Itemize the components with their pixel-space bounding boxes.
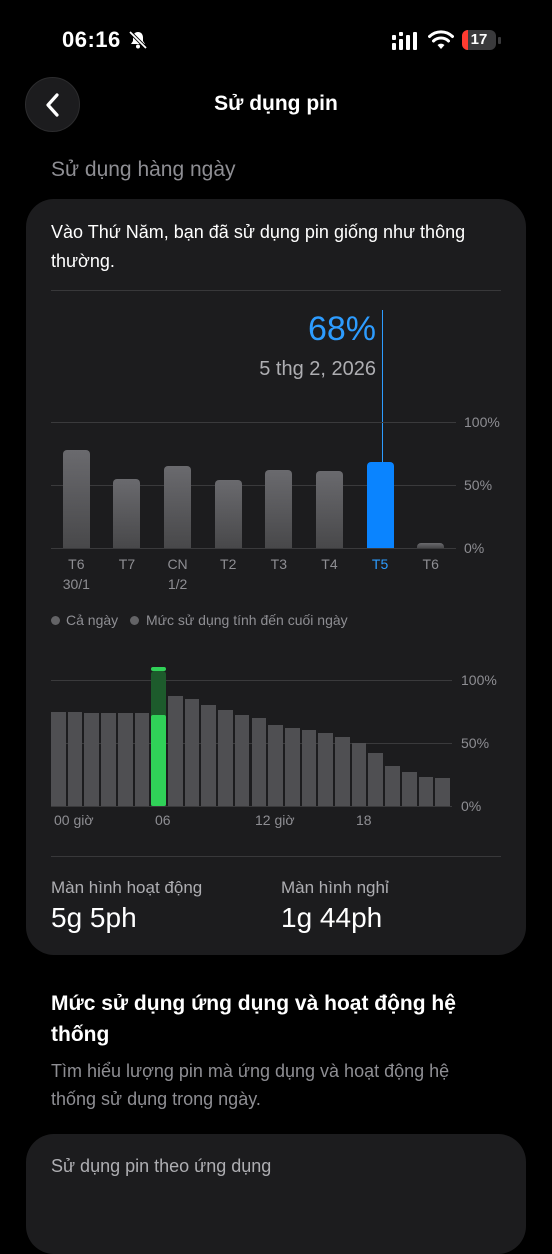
hour-bar[interactable] (201, 705, 217, 806)
selected-percent: 68% (307, 310, 376, 348)
gridline (51, 548, 456, 549)
hour-bar[interactable] (435, 778, 450, 806)
day-label: T5 (371, 556, 389, 572)
divider (51, 856, 501, 857)
x-tick-label: 18 (356, 812, 372, 828)
cellular-signal-icon (392, 32, 417, 50)
y-tick-label: 100% (461, 672, 497, 688)
hour-bar[interactable] (351, 743, 367, 806)
divider (51, 290, 501, 291)
screen-off-value: 1g 44ph (281, 902, 383, 933)
bar[interactable] (62, 449, 90, 548)
bar[interactable] (214, 479, 242, 548)
y-tick-label: 50% (461, 735, 490, 751)
hour-bar[interactable] (101, 712, 116, 806)
gridline (51, 680, 452, 681)
hour-bar[interactable] (51, 711, 66, 806)
gridline (51, 485, 456, 486)
page-title: Sử dụng pin (214, 92, 338, 115)
x-tick-label: 12 giờ (255, 812, 295, 828)
x-tick-label: 00 giờ (54, 812, 94, 828)
day-label: T6 30/1 (62, 556, 90, 592)
bar[interactable] (315, 471, 343, 548)
y-tick-label: 0% (464, 540, 485, 556)
hour-bar[interactable] (251, 717, 267, 806)
bar[interactable] (164, 466, 192, 548)
hour-bar[interactable] (84, 712, 100, 806)
selection-indicator-line (382, 310, 383, 462)
day-label: T2 (220, 556, 237, 572)
gridline (51, 806, 452, 807)
day-label: T6 (422, 556, 439, 572)
y-tick-label: 100% (464, 414, 500, 430)
bar[interactable] (113, 478, 141, 548)
legend-end-of-day: Mức sử dụng tính đến cuối ngày (146, 612, 348, 628)
app-usage-card-title: Sử dụng pin theo ứng dụng (51, 1156, 272, 1176)
bar[interactable] (417, 542, 445, 548)
usage-summary: Vào Thứ Năm, bạn đã sử dụng pin giống nh… (51, 222, 466, 271)
selected-date: 5 thg 2, 2026 (259, 358, 376, 380)
hour-bar-peak (151, 667, 166, 672)
hour-bar[interactable] (218, 710, 233, 806)
bar[interactable] (265, 469, 293, 548)
hour-bar[interactable] (234, 715, 250, 806)
screen-on-label: Màn hình hoạt động (51, 878, 203, 897)
daily-usage-section-label: Sử dụng hàng ngày (51, 158, 236, 181)
status-time: 06:16 (62, 27, 121, 52)
chevron-left-icon (45, 92, 59, 117)
hour-bar[interactable] (418, 777, 434, 806)
hour-bar[interactable] (401, 771, 417, 806)
day-label: CN 1/2 (167, 556, 188, 592)
screen-off-label: Màn hình nghỉ (281, 878, 389, 897)
hour-bar[interactable] (301, 730, 317, 806)
hour-bar[interactable] (67, 711, 83, 806)
app-usage-description: Tìm hiểu lượng pin mà ứng dụng và hoạt đ… (51, 1061, 450, 1109)
legend-all-day: Cả ngày (66, 612, 119, 628)
wifi-icon (428, 30, 454, 49)
y-tick-label: 50% (464, 477, 493, 493)
day-label: T7 (118, 556, 136, 572)
screen-on-value: 5g 5ph (51, 902, 137, 933)
bar-selected[interactable] (366, 462, 394, 548)
hour-bar[interactable] (335, 736, 350, 806)
back-button[interactable] (25, 77, 80, 132)
day-label: T4 (321, 556, 338, 572)
hour-bar[interactable] (184, 698, 200, 806)
battery-level: 17 (470, 31, 488, 48)
hour-bar[interactable] (318, 732, 334, 806)
day-label: T3 (270, 556, 287, 572)
hour-bar-selected[interactable] (151, 715, 166, 806)
app-usage-card[interactable] (26, 1134, 526, 1254)
app-usage-heading: Mức sử dụng ứng dụng và hoạt động hệ thố… (51, 992, 456, 1046)
legend-dot-all-day (51, 616, 60, 625)
silent-bell-icon (128, 30, 148, 50)
gridline (51, 422, 456, 423)
hour-bar[interactable] (268, 725, 283, 806)
y-tick-label: 0% (461, 798, 482, 814)
hour-bar[interactable] (134, 712, 150, 806)
daily-usage-card (26, 199, 526, 955)
battery-indicator: 17 (462, 30, 502, 52)
hour-bar[interactable] (117, 712, 133, 806)
hour-bar[interactable] (167, 696, 183, 806)
x-tick-label: 06 (155, 812, 171, 828)
hour-bar[interactable] (385, 765, 400, 806)
hour-bar[interactable] (368, 753, 384, 806)
legend-dot-end-of-day (130, 616, 139, 625)
hour-bar[interactable] (284, 727, 300, 806)
